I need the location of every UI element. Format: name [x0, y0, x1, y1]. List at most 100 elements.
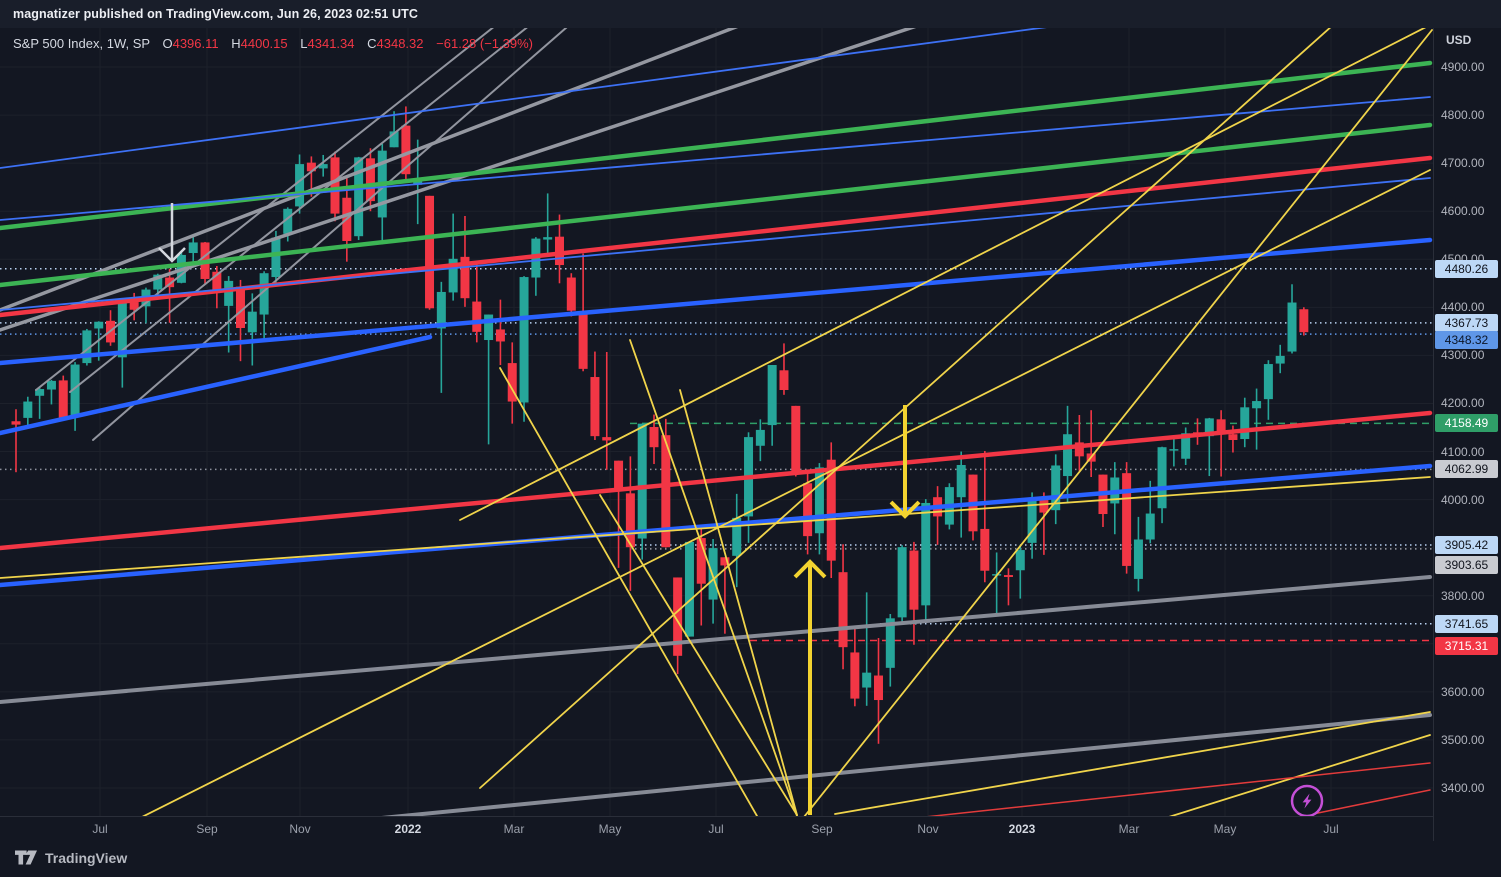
trend-line	[1299, 789, 1431, 816]
tradingview-logo-icon	[15, 850, 37, 865]
legend-change: −61.28 (−1.39%)	[436, 36, 533, 51]
trend-line	[0, 463, 1433, 588]
candle-body	[720, 557, 730, 566]
candle-body	[543, 237, 553, 240]
candle-body	[649, 427, 659, 448]
candle-body	[35, 389, 45, 396]
price-level-badge: 3741.65	[1435, 614, 1498, 633]
candle-body	[625, 493, 635, 548]
price-chart[interactable]	[0, 0, 1433, 816]
trend-lines[interactable]	[0, 0, 1433, 816]
candle-body	[1015, 550, 1025, 571]
price-tick-label: 4400.00	[1441, 300, 1485, 315]
tradingview-logo[interactable]: TradingView	[14, 849, 127, 866]
publish-text: magnatizer published on TradingView.com,…	[13, 7, 419, 21]
candle-body	[448, 258, 458, 293]
candle-body	[814, 467, 824, 534]
trend-line	[834, 711, 1431, 815]
trend-line	[92, 28, 568, 441]
candle-body	[1181, 433, 1191, 459]
candle-body	[873, 675, 883, 701]
trend-line	[599, 494, 798, 816]
candle-body	[885, 618, 895, 668]
legend-symbol: S&P 500 Index, 1W, SP	[13, 36, 150, 51]
candle-body	[1051, 465, 1061, 511]
candle-body	[1039, 500, 1049, 513]
candle-body	[23, 401, 33, 418]
candle-body	[673, 577, 683, 656]
price-tick-label: 4200.00	[1441, 396, 1485, 411]
candle-body	[1299, 309, 1309, 333]
candle-body	[637, 423, 647, 539]
candle-body	[212, 271, 222, 292]
legend-open-label: O	[162, 36, 173, 51]
candle-body	[1157, 447, 1167, 509]
candle-body	[495, 329, 505, 342]
trend-line	[459, 28, 1427, 521]
time-tick-label: Jul	[92, 822, 108, 836]
candle-body	[295, 164, 305, 207]
publish-bar: magnatizer published on TradingView.com,…	[0, 0, 1501, 28]
candle-body	[365, 158, 375, 202]
candle-body	[117, 301, 127, 358]
time-tick-label: Nov	[917, 822, 939, 836]
price-tick-label: 4000.00	[1441, 492, 1485, 507]
trend-line	[927, 762, 1431, 816]
lightning-marker-icon[interactable]	[1290, 784, 1324, 816]
trend-line	[0, 96, 1431, 221]
legend-close-label: C	[367, 36, 377, 51]
time-tick-label: Sep	[811, 822, 833, 836]
page-footer: TradingView	[0, 841, 1501, 877]
candle-body	[484, 314, 494, 341]
arrow-annotations[interactable]	[158, 203, 921, 815]
candle-body	[1287, 302, 1297, 352]
candle-body	[1074, 442, 1084, 457]
candle-body	[1063, 434, 1073, 477]
candle-body	[554, 236, 564, 266]
candle-body	[897, 547, 907, 618]
price-tick-label: 4800.00	[1441, 108, 1485, 123]
candle-body	[330, 157, 340, 214]
price-axis[interactable]: USD 4900.004800.004700.004600.004500.004…	[1433, 28, 1501, 841]
candle-body	[566, 277, 576, 311]
candle-body	[1228, 434, 1238, 440]
candle-body	[755, 429, 765, 446]
trend-line	[69, 28, 528, 393]
price-tick-label: 4100.00	[1441, 444, 1485, 459]
down-arrow-icon[interactable]	[158, 203, 186, 263]
up-arrow-icon[interactable]	[793, 559, 827, 815]
trend-line	[499, 367, 758, 816]
time-tick-label: May	[598, 822, 622, 836]
candle-body	[732, 517, 742, 556]
candle-body	[129, 302, 139, 310]
candle-body	[767, 365, 777, 426]
price-level-badge: 3905.42	[1435, 536, 1498, 555]
candle-body	[460, 256, 470, 299]
candle-body	[708, 548, 718, 600]
trend-line	[35, 28, 495, 391]
candle-body	[235, 286, 245, 329]
candle-body	[1204, 418, 1214, 437]
candle-body	[602, 437, 612, 441]
chart-legend[interactable]: S&P 500 Index, 1W, SP O4396.11 H4400.15 …	[13, 36, 533, 51]
candle-body	[1003, 575, 1013, 577]
trend-line	[0, 410, 1433, 551]
time-tick-label: Sep	[196, 822, 218, 836]
legend-open-value: 4396.11	[172, 36, 219, 51]
candle-body	[661, 435, 671, 548]
time-axis[interactable]: Jul Sep Nov 2022 Mar May Jul Sep Nov 2023 Mar May Ju…	[0, 816, 1501, 841]
candle-body	[306, 162, 316, 172]
trend-line	[0, 575, 1432, 704]
price-level-badge: 4062.99	[1435, 460, 1498, 479]
time-tick-label: 2022	[394, 822, 422, 836]
down-arrow-icon[interactable]	[889, 405, 921, 519]
candle-body	[94, 321, 104, 329]
price-tick-label: 4600.00	[1441, 204, 1485, 219]
candle-body	[578, 314, 588, 369]
currency-label: USD	[1446, 33, 1472, 47]
trend-line	[803, 29, 1433, 816]
legend-high-label: H	[231, 36, 241, 51]
candle-body	[224, 280, 234, 306]
candle-body	[271, 237, 281, 278]
candle-body	[153, 274, 163, 290]
